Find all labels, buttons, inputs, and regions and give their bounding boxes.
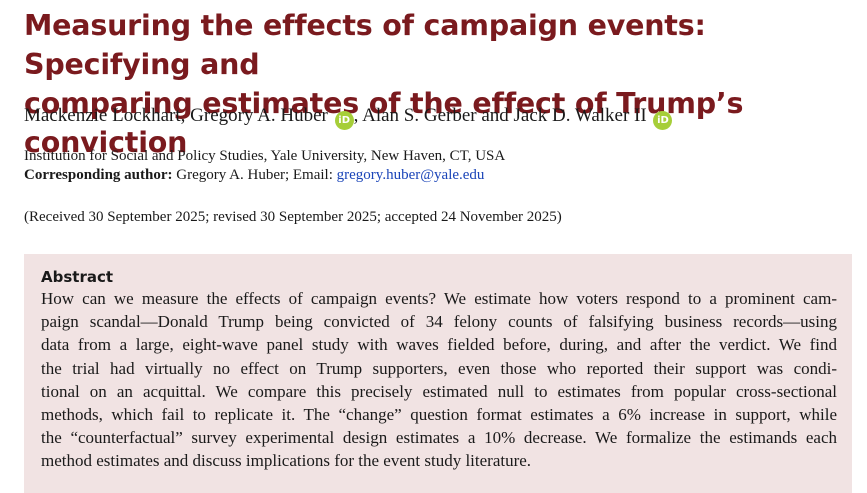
abstract-line: methods, which fail to replicate it. The…: [41, 405, 837, 425]
title-line-1: Measuring the effects of campaign events…: [24, 9, 706, 81]
abstract-text: How can we measure the effects of campai…: [41, 287, 837, 473]
affiliation: Institution for Social and Policy Studie…: [24, 148, 506, 164]
publication-dates: (Received 30 September 2025; revised 30 …: [24, 209, 562, 225]
article-title: Measuring the effects of campaign events…: [24, 6, 864, 162]
abstract-line: tional on an acquittal. We compare this …: [41, 381, 837, 401]
abstract-line: the “counterfactual” survey experimental…: [41, 428, 837, 448]
orcid-icon[interactable]: iD: [334, 111, 354, 130]
abstract-line: data from a large, eight-wave panel stud…: [41, 335, 837, 355]
abstract-line: the trial had virtually no effect on Tru…: [41, 358, 837, 378]
abstract-line: method estimates and discuss implication…: [41, 451, 532, 471]
author-text-1: Mackenzie Lockhart,: [24, 105, 191, 126]
abstract-line: How can we measure the effects of campai…: [41, 289, 837, 308]
author-text-2: Gregory A. Huber: [190, 105, 328, 126]
title-line-2: comparing estimates of the effect of Tru…: [24, 87, 744, 159]
email-link[interactable]: gregory.huber@yale.edu: [336, 167, 485, 183]
corresponding-author: Corresponding author: Gregory A. Huber; …: [24, 165, 484, 185]
abstract-line: paign scandal—Donald Trump being convict…: [41, 312, 837, 332]
author-text-3: , Alan S. Gerber and Jack D. Walker II: [353, 105, 647, 126]
abstract-box: Abstract How can we measure the effects …: [24, 254, 852, 493]
abstract-heading: Abstract: [41, 268, 114, 286]
corresponding-text: Gregory A. Huber; Email:: [172, 167, 337, 183]
corresponding-label: Corresponding author:: [24, 167, 173, 183]
author-list: Mackenzie Lockhart, Gregory A. Huber iD,…: [24, 102, 673, 130]
orcid-icon[interactable]: iD: [653, 111, 673, 130]
